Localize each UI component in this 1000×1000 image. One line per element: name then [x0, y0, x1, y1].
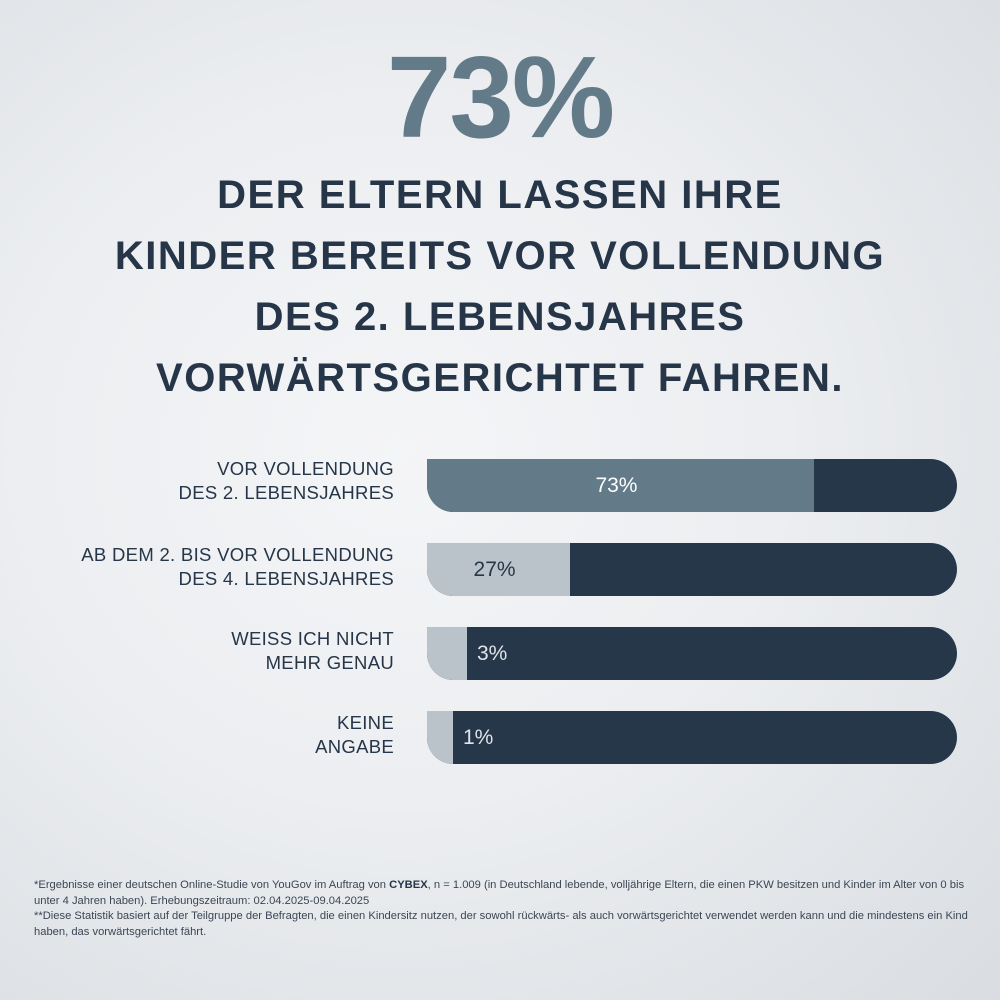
headline-line: VORWÄRTSGERICHTET FAHREN. [156, 356, 844, 400]
value-label: 27% [473, 558, 516, 581]
category-label-line: DES 4. LEBENSJAHRES [178, 568, 394, 589]
bar-track: 1% [427, 711, 957, 764]
bar-track: 73% [427, 459, 957, 512]
bar-fill [427, 627, 467, 680]
headline-percentage: 73% [386, 32, 615, 162]
footnote-text: *Ergebnisse einer deutschen Online-Studi… [34, 879, 390, 891]
category-label: WEISS ICH NICHT MEHR GENAU [14, 627, 394, 675]
headline-line: KINDER BEREITS VOR VOLLENDUNG [114, 234, 886, 278]
footnote-subgroup: **Diese Statistik basiert auf der Teilgr… [34, 910, 968, 938]
headline-line: DES 2. LEBENSJAHRES [254, 295, 746, 339]
bar-fill [427, 711, 453, 764]
bar-track: 3% [427, 627, 957, 680]
category-label-line: MEHR GENAU [265, 652, 394, 673]
category-label-line: AB DEM 2. BIS VOR VOLLENDUNG [81, 544, 394, 565]
category-label-line: KEINE [336, 712, 394, 733]
brand-name: CYBEX [389, 879, 428, 891]
footnote-study: *Ergebnisse einer deutschen Online-Studi… [34, 878, 979, 909]
footnote-text: , n = 1.009 (in Deutschland lebende, vol… [34, 879, 965, 907]
category-label-line: DES 2. LEBENSJAHRES [178, 482, 394, 503]
bar-row: WEISS ICH NICHT MEHR GENAU 3% [0, 627, 1000, 681]
category-label-line: VOR VOLLENDUNG [217, 458, 394, 479]
value-label: 1% [463, 726, 494, 749]
category-label: AB DEM 2. BIS VOR VOLLENDUNG DES 4. LEBEN… [14, 543, 394, 591]
footnote: *Ergebnisse einer deutschen Online-Studi… [34, 878, 979, 940]
bar-row: VOR VOLLENDUNG DES 2. LEBENSJAHRES 73% [0, 457, 1000, 513]
bar-fill [427, 543, 571, 596]
value-label: 3% [477, 642, 508, 665]
category-label-line: ANGABE [315, 736, 394, 757]
category-label-line: WEISS ICH NICHT [231, 628, 394, 649]
value-label: 73% [595, 474, 638, 497]
headline-line: DER ELTERN LASSEN IHRE [217, 173, 783, 217]
bar-row: AB DEM 2. BIS VOR VOLLENDUNG DES 4. LEBEN… [0, 543, 1000, 597]
headline: DER ELTERN LASSEN IHRE KINDER BEREITS VO… [0, 165, 1000, 409]
category-label: KEINE ANGABE [14, 711, 394, 759]
bar-fill [427, 459, 814, 512]
bar-row: KEINE ANGABE 1% [0, 711, 1000, 765]
category-label: VOR VOLLENDUNG DES 2. LEBENSJAHRES [14, 457, 394, 505]
bar-track: 27% [427, 543, 957, 596]
